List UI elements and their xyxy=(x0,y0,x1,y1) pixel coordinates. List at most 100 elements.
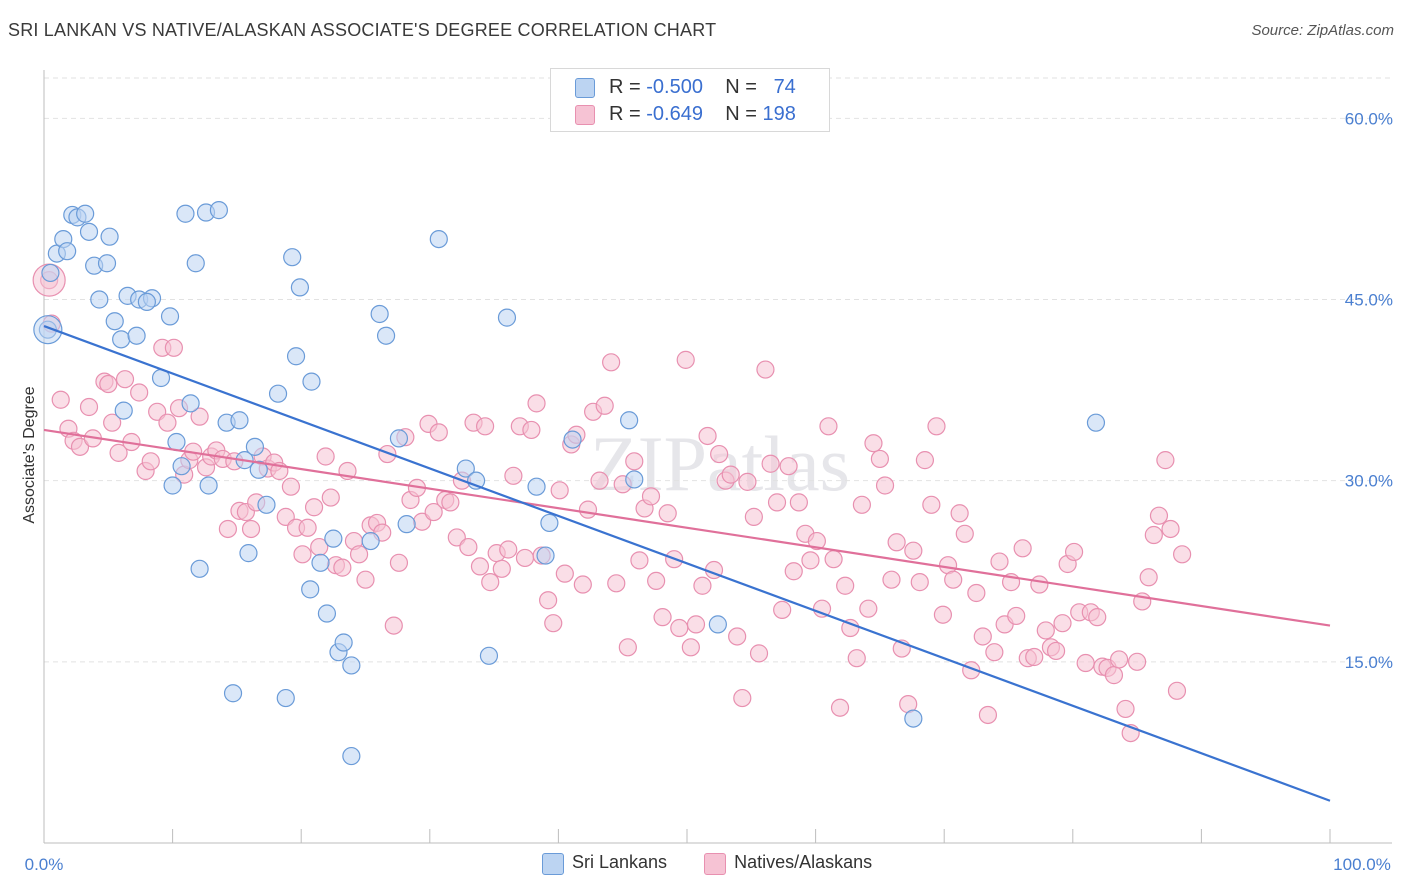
data-point xyxy=(540,513,559,533)
data-point xyxy=(744,507,763,526)
data-point xyxy=(870,449,890,469)
data-point xyxy=(51,390,70,409)
data-point xyxy=(504,466,523,485)
data-point xyxy=(115,370,135,389)
data-point xyxy=(268,384,288,403)
data-point xyxy=(1046,641,1066,661)
data-point-large xyxy=(33,315,63,345)
r-value: -0.500 xyxy=(646,76,703,98)
data-point xyxy=(515,548,535,568)
data-point xyxy=(807,531,826,551)
data-point xyxy=(859,599,878,618)
data-point xyxy=(481,573,500,592)
data-point xyxy=(499,540,518,559)
data-point xyxy=(304,498,324,517)
data-point xyxy=(492,559,511,578)
data-point xyxy=(424,502,443,522)
data-point xyxy=(163,476,182,495)
data-point xyxy=(625,470,644,489)
legend-swatch-blue xyxy=(542,853,564,875)
data-point xyxy=(378,444,397,464)
y-tick-labels: 15.0% 30.0% 45.0% 60.0% xyxy=(1345,109,1393,672)
data-point xyxy=(1036,621,1055,640)
data-point xyxy=(544,614,563,633)
data-point xyxy=(967,583,986,603)
data-point xyxy=(105,312,124,331)
data-point xyxy=(539,591,558,610)
data-point xyxy=(973,627,992,646)
data-point xyxy=(681,638,700,657)
data-point xyxy=(602,353,621,372)
data-point xyxy=(653,608,672,627)
data-point xyxy=(286,347,306,366)
data-point xyxy=(950,504,969,523)
data-point xyxy=(733,688,752,708)
data-point xyxy=(334,633,353,652)
data-point xyxy=(130,383,149,402)
data-point xyxy=(527,477,546,496)
data-point xyxy=(904,541,923,560)
series-sri-lankans xyxy=(33,201,1106,766)
data-point xyxy=(710,444,729,464)
legend-item-natives-alaskans: Natives/Alaskans xyxy=(704,852,872,875)
data-point xyxy=(100,227,119,246)
data-point xyxy=(1025,647,1044,667)
data-point xyxy=(176,204,195,223)
legend-swatch-blue xyxy=(575,78,595,98)
legend-label: Sri Lankans xyxy=(572,852,668,872)
data-point xyxy=(223,684,243,703)
data-point xyxy=(218,519,237,539)
legend-item-sri-lankans: Sri Lankans xyxy=(542,852,668,875)
data-point xyxy=(1076,653,1095,673)
data-point xyxy=(456,459,475,478)
data-point xyxy=(160,307,180,326)
data-point xyxy=(1086,413,1106,432)
data-point xyxy=(447,528,466,547)
data-point xyxy=(698,426,717,446)
data-point xyxy=(590,471,609,490)
data-point xyxy=(356,570,375,589)
data-point xyxy=(573,575,592,594)
data-point xyxy=(164,338,183,357)
data-point xyxy=(190,407,209,426)
data-point xyxy=(199,476,218,495)
data-point xyxy=(887,533,906,552)
data-point xyxy=(475,417,495,436)
data-point xyxy=(555,564,574,583)
data-point xyxy=(944,570,963,589)
data-point xyxy=(302,372,321,391)
data-point xyxy=(841,618,860,638)
data-point xyxy=(79,222,99,241)
data-point xyxy=(749,644,769,663)
data-point xyxy=(429,423,448,442)
data-point xyxy=(693,576,712,595)
data-point xyxy=(497,308,517,327)
data-point xyxy=(321,488,340,507)
data-point xyxy=(158,413,177,432)
data-point xyxy=(620,411,639,430)
data-point xyxy=(58,242,77,261)
y-tick-label: 15.0% xyxy=(1345,653,1393,672)
data-point xyxy=(630,551,649,570)
data-point xyxy=(384,616,403,635)
trend-lines xyxy=(43,325,1331,802)
data-point xyxy=(761,454,780,473)
data-point xyxy=(721,465,740,484)
data-point xyxy=(578,500,598,519)
chart-title: SRI LANKAN VS NATIVE/ALASKAN ASSOCIATE'S… xyxy=(8,20,717,40)
data-point xyxy=(190,559,209,578)
data-point xyxy=(114,401,133,420)
data-point xyxy=(479,646,499,665)
data-point xyxy=(1173,545,1192,564)
data-point xyxy=(376,326,396,345)
data-point xyxy=(882,570,901,589)
data-point xyxy=(910,573,929,592)
data-point xyxy=(342,746,361,766)
x-tick-label-min: 0.0% xyxy=(25,855,64,874)
data-point xyxy=(441,493,460,512)
data-point xyxy=(812,599,832,618)
data-point xyxy=(41,263,60,283)
data-point xyxy=(915,451,935,470)
data-point xyxy=(239,544,258,563)
data-point xyxy=(1127,652,1147,671)
